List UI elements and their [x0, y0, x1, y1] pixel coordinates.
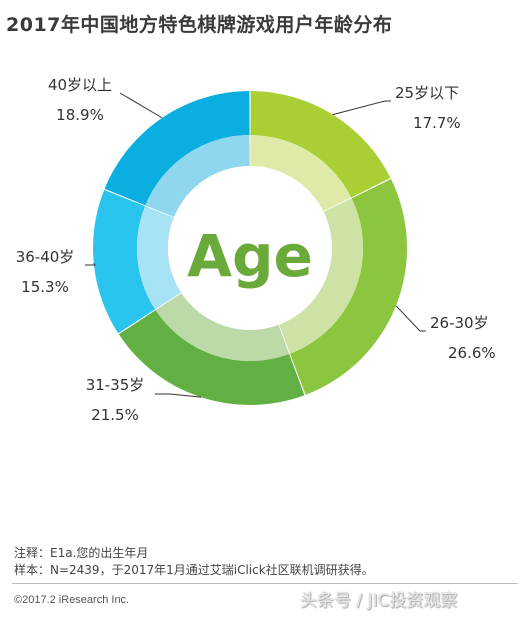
leader-lines: [85, 92, 426, 398]
slice-category-label: 25岁以下: [395, 84, 459, 102]
donut-slices: [92, 91, 408, 405]
slice-value-label: 18.9%: [56, 106, 104, 124]
donut-slice: [250, 91, 391, 198]
slice-value-label: 21.5%: [91, 406, 139, 424]
donut-slice: [92, 189, 156, 334]
slice-value-label: 15.3%: [21, 278, 69, 296]
donut-slice: [290, 179, 408, 395]
leader-line: [155, 393, 202, 398]
slice-category-label: 36-40岁: [16, 248, 75, 266]
donut-inner-slice: [250, 135, 352, 212]
watermark-text: 头条号 / JIC投资观察: [300, 591, 458, 611]
footnotes: 注释：E1a.您的出生年月 样本：N=2439，于2017年1月通过艾瑞iCli…: [14, 545, 374, 579]
donut-inner-slice: [155, 293, 290, 361]
leader-line: [85, 262, 96, 266]
donut-center-hole: [168, 166, 332, 330]
footer-divider: [12, 583, 518, 584]
leader-line: [119, 92, 163, 119]
slice-value-label: 17.7%: [413, 114, 461, 132]
chart-title: 2017年中国地方特色棋牌游戏用户年龄分布: [6, 14, 393, 36]
slice-category-label: 31-35岁: [86, 376, 145, 394]
donut-inner-ring: [137, 135, 363, 361]
slice-category-label: 40岁以上: [48, 76, 112, 94]
slice-labels: 25岁以下 17.7% 26-30岁 26.6% 31-35岁 21.5% 36-40岁 15…: [16, 76, 496, 424]
note-text: 注释：E1a.您的出生年月: [14, 546, 149, 560]
sample-text: 样本：N=2439，于2017年1月通过艾瑞iClick社区联机调研获得。: [14, 563, 374, 577]
donut-inner-slice: [145, 135, 250, 218]
donut-inner-slice: [137, 206, 182, 310]
donut-chart: Age 25岁以下 17.7% 26-30岁 26.6% 31-35岁 21.5% 36-4…: [16, 76, 496, 424]
copyright-text: ©2017.2 iResearch Inc.: [14, 594, 130, 606]
leader-line: [332, 100, 391, 116]
slice-value-label: 26.6%: [448, 344, 496, 362]
slice-category-label: 26-30岁: [430, 314, 489, 332]
donut-slice: [118, 310, 305, 405]
donut-slice: [104, 91, 250, 206]
donut-inner-slice: [279, 198, 363, 354]
center-age-label: Age: [187, 222, 313, 290]
leader-line: [395, 305, 426, 332]
